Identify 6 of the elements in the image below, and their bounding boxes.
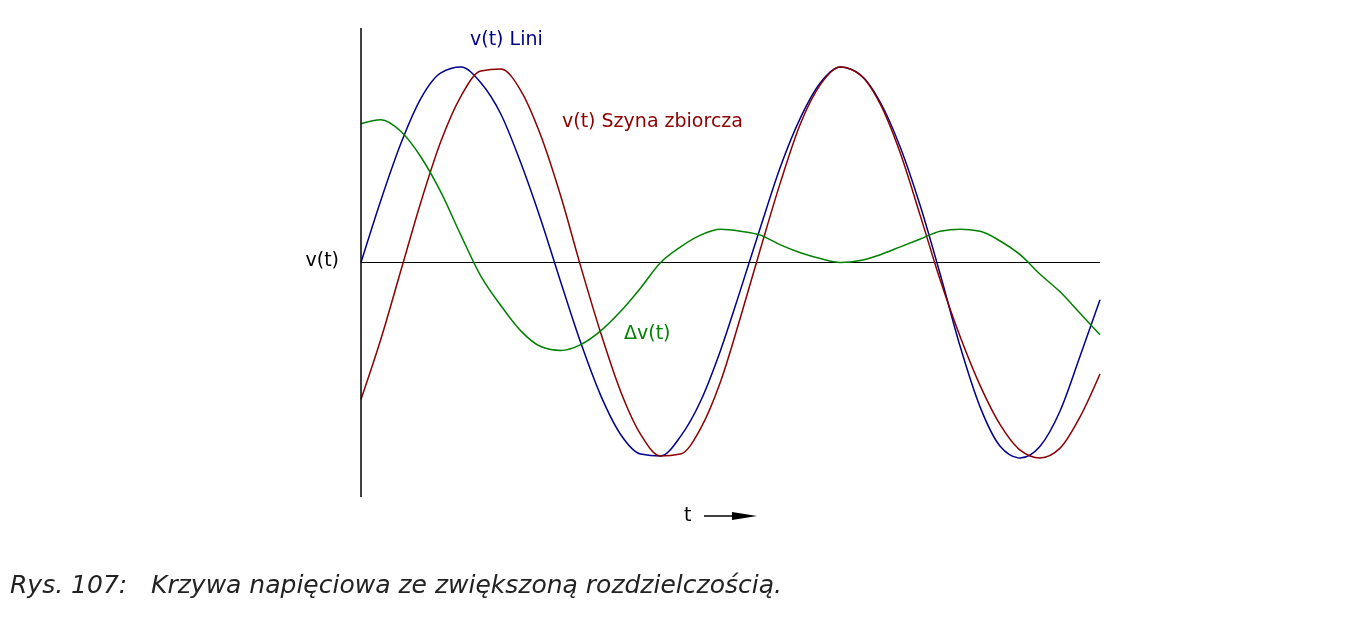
x-axis-title: t	[684, 503, 692, 525]
series-label: Δv(t)	[624, 321, 671, 343]
y-axis-title: v(t)	[305, 248, 339, 270]
series-label: v(t) Lini	[470, 27, 543, 49]
series-label: v(t) Szyna zbiorcza	[562, 109, 743, 131]
text: Rys. 107: Krzywa napięciowa ze zwiększoną rozdzielczością.	[10, 570, 782, 599]
